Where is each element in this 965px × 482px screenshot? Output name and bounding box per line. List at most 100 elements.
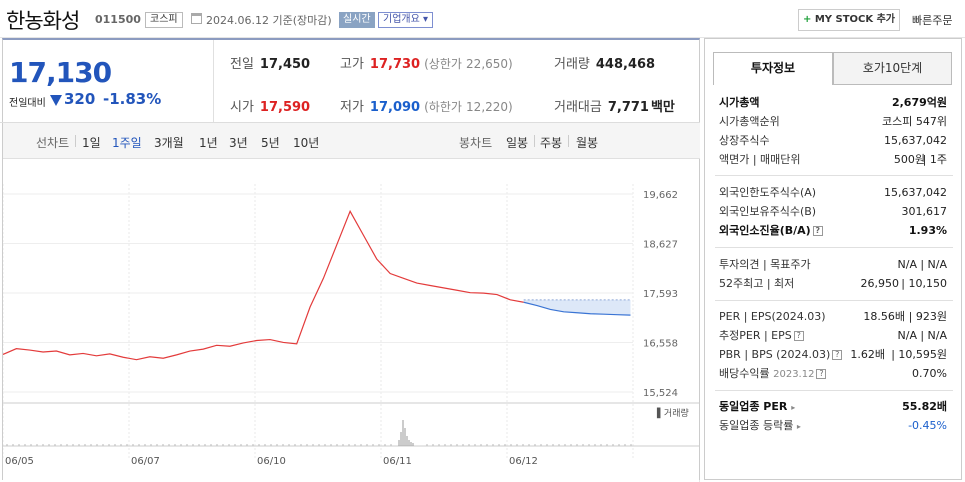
- realtime-tag[interactable]: 실시간: [339, 12, 375, 28]
- invest-info-panel: 투자정보 호가10단계 시가총액 2,679억원 시가총액순위 코스피 547위 상…: [704, 38, 962, 480]
- dividend-label: 배당수익률: [719, 367, 770, 380]
- foreign-ratio-value: 1.93%: [908, 224, 947, 237]
- pbr-value: 1.62배: [850, 348, 885, 361]
- tab-5y[interactable]: 5년: [261, 136, 280, 150]
- divider: [534, 135, 535, 147]
- tab-10y[interactable]: 10년: [293, 136, 320, 150]
- tab-monthly-candle[interactable]: 월봉: [576, 136, 599, 150]
- foreign-hold-row: 외국인보유주식수(B) 301,617: [719, 203, 947, 221]
- y-tick-label: 16,558: [643, 339, 678, 350]
- foreign-ratio-label: 외국인소진율(B/A): [719, 224, 811, 237]
- candle-chart-label: 봉차트: [459, 136, 493, 150]
- est-per-label: 추정PER | EPS: [719, 329, 792, 342]
- volume-value: 448,468: [595, 57, 656, 72]
- volume-legend-label: ▌거래량: [656, 407, 689, 419]
- price-chart-svg: 19,662 18,627 17,593 16,558 15,524 ▌거래량 06/05 0…: [2, 160, 701, 482]
- down-arrow-icon: [50, 95, 62, 106]
- low-price: 저가 17,090 (하한가 12,220): [340, 96, 513, 115]
- tab-1y[interactable]: 1년: [199, 136, 218, 150]
- foreign-hold-label: 외국인보유주식수(B): [719, 205, 817, 218]
- tab-weekly-candle[interactable]: 주봉: [540, 136, 563, 150]
- target-value: N/A: [927, 258, 947, 271]
- tab-3y[interactable]: 3년: [229, 136, 248, 150]
- chevron-down-icon: ▾: [423, 14, 429, 25]
- amount-label: 거래대금: [554, 100, 602, 115]
- price-chart[interactable]: 19,662 18,627 17,593 16,558 15,524 ▌거래량 06/05 0…: [2, 160, 701, 482]
- divider: [715, 300, 953, 301]
- plus-icon: +: [802, 14, 812, 25]
- tab-daily-candle[interactable]: 일봉: [506, 136, 529, 150]
- industry-per-row[interactable]: 동일업종 PER ▸ 55.82배: [719, 398, 947, 416]
- chevron-right-icon: ▸: [796, 422, 801, 431]
- help-icon[interactable]: ?: [812, 226, 823, 236]
- est-eps-wrap: | N/A: [920, 329, 947, 342]
- week52-low-wrap: | 10,150: [901, 277, 948, 290]
- foreign-limit-value: 15,637,042: [884, 186, 947, 199]
- help-icon[interactable]: ?: [793, 331, 804, 341]
- bps-value: 10,595원: [898, 348, 947, 361]
- top-header: 한농화성 011500 코스피 2024.06.12 기준(장마감) 실시간 기…: [0, 0, 965, 38]
- company-overview-label: 기업개요: [383, 14, 420, 25]
- opinion-value: N/A: [897, 258, 917, 271]
- divider: [213, 40, 214, 122]
- lower-limit-value: 12,220): [466, 100, 513, 114]
- week52-low: 10,150: [908, 277, 948, 290]
- lower-limit-label: (하한가: [424, 100, 462, 114]
- company-overview-dropdown[interactable]: 기업개요 ▾: [378, 12, 434, 28]
- industry-per-label: 동일업종 PER: [719, 400, 788, 413]
- tab-1d[interactable]: 1일: [82, 136, 101, 150]
- cap-rank-label: 시가총액순위: [719, 115, 780, 128]
- help-icon[interactable]: ?: [816, 369, 827, 379]
- x-tick-label: 06/05: [5, 456, 34, 467]
- x-tick-label: 06/12: [509, 456, 538, 467]
- foreign-limit-label: 외국인한도주식수(A): [719, 186, 817, 199]
- trade-amount: 거래대금 7,771 백만: [554, 96, 675, 115]
- tab-hoga-10[interactable]: 호가10단계: [833, 52, 952, 85]
- shares-row: 상장주식수 15,637,042: [719, 132, 947, 150]
- foreign-limit-row: 외국인한도주식수(A) 15,637,042: [719, 184, 947, 202]
- divider: [715, 247, 953, 248]
- change-value: 320: [64, 90, 96, 108]
- per-label: PER | EPS(2024.03): [719, 310, 826, 323]
- divider: [715, 390, 953, 391]
- eps-value: 923원: [915, 310, 947, 323]
- upper-limit-value: 22,650): [466, 57, 513, 71]
- week52-row: 52주최고 | 최저 26,950 | 10,150: [719, 275, 947, 293]
- market-cap-value: 2,679억원: [891, 96, 947, 109]
- tab-1w[interactable]: 1주일: [112, 136, 142, 150]
- target-price: | N/A: [920, 258, 947, 271]
- add-mystock-button[interactable]: + MY STOCK 추가: [798, 9, 900, 31]
- pbr-label: PBR | BPS (2024.03): [719, 348, 831, 361]
- divider: [75, 135, 76, 147]
- pbr-row: PBR | BPS (2024.03)? 1.62배 | 10,595원: [719, 346, 947, 364]
- open-label: 시가: [230, 100, 254, 115]
- y-tick-label: 19,662: [643, 190, 678, 201]
- prev-close: 전일 17,450: [230, 53, 310, 72]
- cap-rank-value: 코스피 547위: [882, 115, 947, 128]
- chevron-right-icon: ▸: [791, 403, 796, 412]
- prev-close-value: 17,450: [259, 57, 311, 72]
- high-price: 고가 17,730 (상한가 22,650): [340, 53, 513, 72]
- change-percent: -1.83%: [103, 90, 162, 108]
- volume-label: 거래량: [554, 57, 590, 72]
- tab-3m[interactable]: 3개월: [154, 136, 184, 150]
- help-icon[interactable]: ?: [832, 350, 843, 360]
- upper-limit-label: (상한가: [424, 57, 462, 71]
- x-tick-label: 06/11: [383, 456, 412, 467]
- industry-rate-value: -0.45%: [908, 419, 947, 432]
- stock-code: 011500: [95, 13, 141, 26]
- industry-rate-label: 동일업종 등락률: [719, 419, 794, 432]
- stock-name: 한농화성: [6, 9, 80, 33]
- par-label: 액면가 | 매매단위: [719, 153, 801, 166]
- opinion-row: 투자의견 | 목표주가 N/A | N/A: [719, 256, 947, 274]
- x-tick-label: 06/10: [257, 456, 286, 467]
- market-tag: 코스피: [145, 12, 183, 28]
- eps-wrap: | 923원: [908, 310, 947, 323]
- calendar-icon: [191, 13, 202, 24]
- tab-invest-info[interactable]: 투자정보: [713, 52, 833, 85]
- industry-rate-row[interactable]: 동일업종 등락률 ▸ -0.45%: [719, 417, 947, 435]
- dividend-row: 배당수익률 2023.12? 0.70%: [719, 365, 947, 383]
- quick-order-link[interactable]: 빠른주문: [912, 14, 953, 27]
- current-price: 17,130: [9, 56, 112, 89]
- chart-period-tabs: 선차트 1일 1주일 3개월 1년 3년 5년 10년 봉차트 일봉 주봉 월봉: [3, 123, 700, 159]
